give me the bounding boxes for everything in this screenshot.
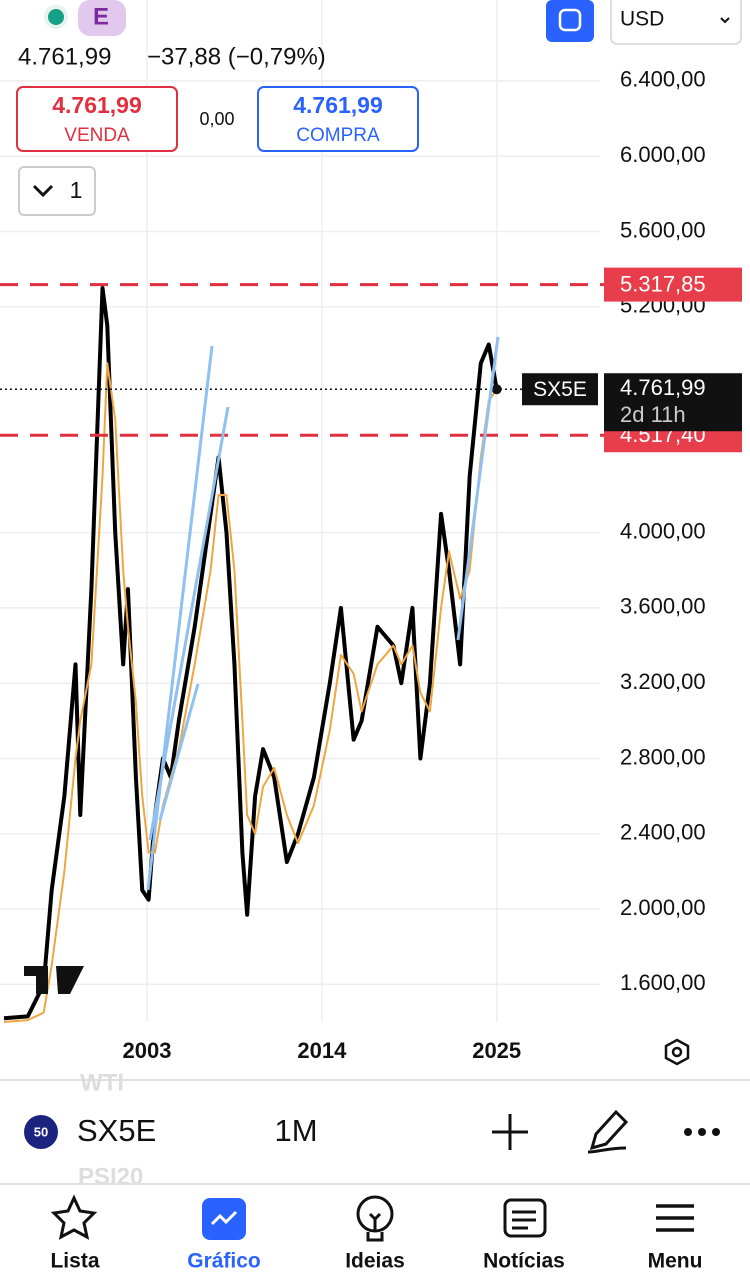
last-point xyxy=(491,384,502,395)
currency-select[interactable] xyxy=(610,0,742,45)
add-button[interactable] xyxy=(492,1114,528,1150)
status-dot xyxy=(48,9,64,25)
exchange-badge-text: E xyxy=(93,3,109,30)
symbol-label: SX5E xyxy=(533,378,587,401)
symbol[interactable]: SX5E xyxy=(77,1113,156,1148)
y-tick-label: 3.200,00 xyxy=(620,669,706,694)
sell-button[interactable] xyxy=(16,86,178,152)
nav-icon-detail xyxy=(512,1210,536,1230)
logo xyxy=(24,966,84,994)
sell-label: VENDA xyxy=(64,125,130,146)
y-tick-label: 6.400,00 xyxy=(620,67,706,92)
nav-icon-detail xyxy=(366,1212,384,1242)
settings-icon-center xyxy=(671,1046,683,1058)
fullscreen-button[interactable] xyxy=(546,0,594,42)
exchange-badge[interactable] xyxy=(78,0,126,36)
price-change: −37,88 (−0,79%) xyxy=(147,43,326,70)
chevron xyxy=(32,184,54,198)
y-tick-label: 5.600,00 xyxy=(620,217,706,242)
last-price-label: 4.761,99 xyxy=(620,375,706,400)
buy-price: 4.761,99 xyxy=(293,92,383,118)
symbol-badge-text: 50 xyxy=(34,1124,48,1139)
countdown: 2d 11h xyxy=(620,402,686,427)
buy-label: COMPRA xyxy=(296,125,380,146)
nav-icon xyxy=(503,1198,547,1238)
nav-label[interactable]: Gráfico xyxy=(187,1250,261,1273)
fullscreen-icon xyxy=(558,8,582,32)
trend-lines xyxy=(146,336,500,891)
nav-bar xyxy=(0,1185,750,1281)
price-line xyxy=(3,362,498,1023)
y-tick-label: 2.400,00 xyxy=(620,820,706,845)
nav-icon-line xyxy=(210,1210,238,1226)
chart: 6.400,006.000,005.600,005.200,004.000,00… xyxy=(0,0,742,1063)
x-tick-label: 2014 xyxy=(297,1038,347,1063)
y-tick-label: 4.000,00 xyxy=(620,518,706,543)
spread: 0,00 xyxy=(199,109,234,129)
level-label-bg xyxy=(604,267,742,302)
nav-label[interactable]: Notícias xyxy=(483,1250,565,1273)
sell-price: 4.761,99 xyxy=(52,92,142,118)
trend-line xyxy=(456,336,500,641)
level-label: 5.317,85 xyxy=(620,271,706,296)
price: 4.761,99 xyxy=(18,43,111,70)
interval[interactable]: 1M xyxy=(274,1113,317,1148)
draw-button[interactable] xyxy=(587,1109,629,1154)
nav-icon xyxy=(50,1194,98,1240)
x-tick-label: 2003 xyxy=(123,1038,172,1063)
settings-icon[interactable] xyxy=(664,1038,690,1066)
nav-label[interactable]: Lista xyxy=(50,1250,99,1273)
nav-icon xyxy=(656,1204,694,1232)
trend-line xyxy=(158,683,200,821)
layout-count: 1 xyxy=(70,177,83,203)
nav-label[interactable]: Menu xyxy=(648,1250,703,1273)
layout-button[interactable] xyxy=(18,166,96,216)
nav-label[interactable]: Ideias xyxy=(345,1250,405,1273)
more-button[interactable] xyxy=(684,1128,720,1136)
x-tick-label: 2025 xyxy=(472,1038,521,1063)
last-price-bg xyxy=(604,373,742,432)
y-tick-label: 6.000,00 xyxy=(620,142,706,167)
buy-button[interactable] xyxy=(257,86,419,152)
price-line xyxy=(3,285,499,1021)
trend-line xyxy=(148,406,230,841)
y-tick-label: 2.800,00 xyxy=(620,744,706,769)
y-tick-label: 3.600,00 xyxy=(620,594,706,619)
symbol-label-bg xyxy=(522,373,598,406)
behind-symbol: WTI xyxy=(80,1069,124,1096)
y-tick-label: 2.000,00 xyxy=(620,895,706,920)
y-tick-label: 1.600,00 xyxy=(620,970,706,995)
chevron xyxy=(720,17,730,24)
symbol-badge xyxy=(24,1115,58,1149)
currency: USD xyxy=(620,8,664,31)
